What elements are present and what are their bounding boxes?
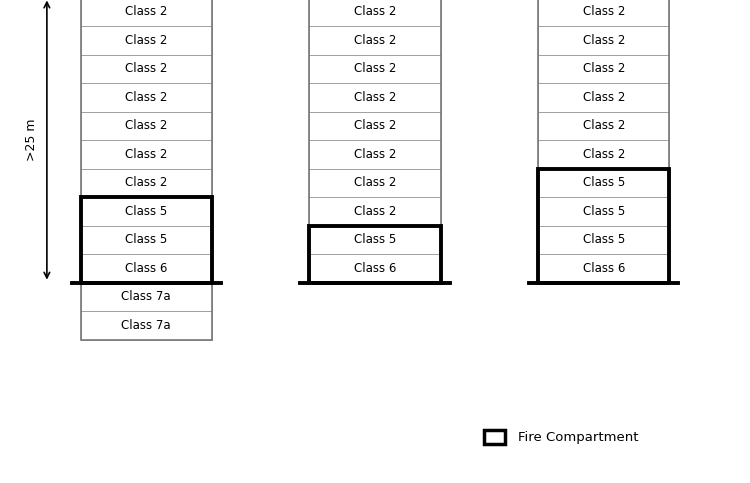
Bar bbox=[538, 0, 669, 26]
Bar bbox=[81, 283, 212, 311]
Text: Class 2: Class 2 bbox=[125, 62, 167, 75]
Bar bbox=[81, 0, 212, 283]
Bar bbox=[538, 55, 669, 83]
Text: Class 2: Class 2 bbox=[125, 148, 167, 161]
Bar bbox=[309, 197, 440, 226]
Bar bbox=[538, 226, 669, 254]
Text: Class 7a: Class 7a bbox=[122, 290, 171, 303]
Text: Class 2: Class 2 bbox=[125, 34, 167, 47]
Bar bbox=[309, 169, 440, 197]
Text: Class 2: Class 2 bbox=[125, 176, 167, 189]
Text: Class 2: Class 2 bbox=[583, 5, 625, 18]
Bar bbox=[81, 197, 212, 226]
Bar bbox=[81, 226, 212, 254]
Text: Class 5: Class 5 bbox=[583, 233, 625, 246]
Text: Class 2: Class 2 bbox=[354, 205, 396, 218]
Bar bbox=[81, 283, 212, 340]
Text: Class 2: Class 2 bbox=[583, 34, 625, 47]
Bar bbox=[309, 83, 440, 112]
Bar bbox=[81, 254, 212, 283]
Bar bbox=[538, 197, 669, 226]
Bar bbox=[538, 83, 669, 112]
Text: Class 5: Class 5 bbox=[583, 176, 625, 189]
Bar bbox=[538, 112, 669, 140]
Bar bbox=[538, 26, 669, 55]
Text: Class 5: Class 5 bbox=[354, 233, 396, 246]
Bar bbox=[309, 0, 440, 26]
Text: Class 2: Class 2 bbox=[354, 176, 396, 189]
Text: Class 2: Class 2 bbox=[125, 119, 167, 132]
Text: Class 5: Class 5 bbox=[125, 205, 167, 218]
Bar bbox=[81, 140, 212, 169]
Bar bbox=[309, 0, 440, 283]
Text: Class 2: Class 2 bbox=[583, 62, 625, 75]
Bar bbox=[538, 169, 669, 197]
Text: >25 m: >25 m bbox=[25, 119, 38, 161]
Bar bbox=[81, 169, 212, 197]
Bar bbox=[81, 26, 212, 55]
Text: Class 5: Class 5 bbox=[583, 205, 625, 218]
Text: Class 6: Class 6 bbox=[583, 262, 625, 275]
Text: Class 6: Class 6 bbox=[125, 262, 167, 275]
Text: Class 7a: Class 7a bbox=[122, 319, 171, 332]
Text: Class 2: Class 2 bbox=[354, 148, 396, 161]
Bar bbox=[309, 140, 440, 169]
Bar bbox=[309, 55, 440, 83]
Bar bbox=[81, 311, 212, 340]
Bar bbox=[309, 226, 440, 283]
Text: Class 2: Class 2 bbox=[354, 34, 396, 47]
Bar bbox=[484, 430, 505, 444]
Bar bbox=[81, 112, 212, 140]
Text: Class 5: Class 5 bbox=[125, 233, 167, 246]
Bar bbox=[81, 0, 212, 26]
Text: Class 2: Class 2 bbox=[583, 119, 625, 132]
Text: Fire Compartment: Fire Compartment bbox=[518, 431, 639, 443]
Bar bbox=[309, 112, 440, 140]
Bar bbox=[538, 140, 669, 169]
Bar bbox=[81, 83, 212, 112]
Bar bbox=[538, 254, 669, 283]
Text: Class 2: Class 2 bbox=[354, 119, 396, 132]
Text: Class 2: Class 2 bbox=[125, 91, 167, 104]
Text: Class 2: Class 2 bbox=[583, 148, 625, 161]
Bar bbox=[81, 197, 212, 283]
Text: Class 2: Class 2 bbox=[125, 5, 167, 18]
Bar bbox=[309, 254, 440, 283]
Text: Class 2: Class 2 bbox=[354, 62, 396, 75]
Bar bbox=[309, 26, 440, 55]
Text: Class 2: Class 2 bbox=[583, 91, 625, 104]
Text: Class 6: Class 6 bbox=[354, 262, 396, 275]
Bar bbox=[538, 0, 669, 283]
Text: Class 2: Class 2 bbox=[354, 91, 396, 104]
Bar bbox=[538, 169, 669, 283]
Bar bbox=[81, 55, 212, 83]
Text: Class 2: Class 2 bbox=[354, 5, 396, 18]
Bar bbox=[309, 226, 440, 254]
